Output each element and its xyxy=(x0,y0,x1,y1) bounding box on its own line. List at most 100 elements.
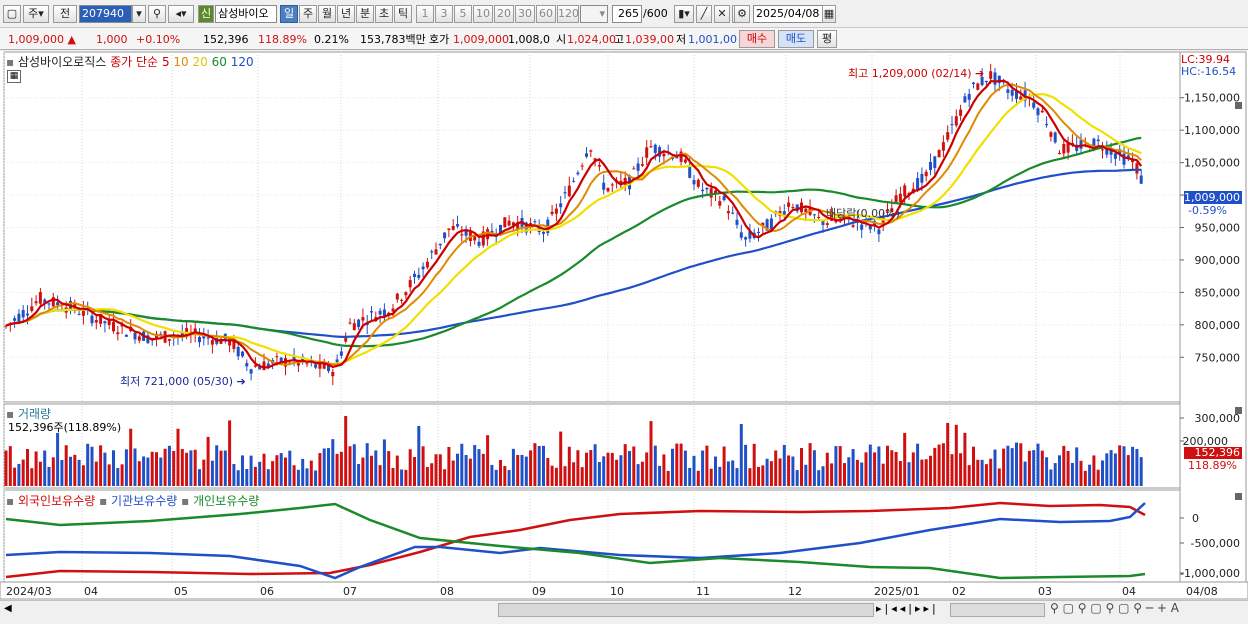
line-tool-icon[interactable]: ╱ xyxy=(696,5,712,23)
low-note-text: 최저 721,000 (05/30) xyxy=(120,375,234,388)
candle-body xyxy=(731,212,735,214)
candle-body xyxy=(21,310,25,318)
chart-type-icon[interactable]: ▮▾ xyxy=(674,5,694,23)
candle-body xyxy=(1023,90,1027,101)
interval-60[interactable]: 60 xyxy=(536,5,556,23)
period-tick[interactable]: 틱 xyxy=(394,5,412,23)
volume-bar xyxy=(180,448,184,486)
eval-button[interactable]: 평 xyxy=(817,30,837,48)
interval-3[interactable]: 3 xyxy=(435,5,453,23)
candle-body xyxy=(903,185,907,197)
volume-bar xyxy=(924,459,928,486)
volume-bar xyxy=(434,454,438,486)
volume-bar xyxy=(696,470,700,486)
candle-body xyxy=(361,317,365,321)
volume-bar xyxy=(477,449,481,486)
candle-body xyxy=(202,334,206,339)
candle-body xyxy=(249,369,253,374)
period-month[interactable]: 월 xyxy=(318,5,336,23)
volume-bar xyxy=(77,459,81,486)
volume-bar xyxy=(1053,463,1057,486)
candle-body xyxy=(817,216,821,218)
gear-icon[interactable]: ⚙ xyxy=(734,5,750,23)
volume-bar xyxy=(821,466,825,486)
search-icon[interactable]: ⚲ xyxy=(148,5,166,23)
scroll-left-icon[interactable]: ◀ xyxy=(4,603,12,614)
candle-body xyxy=(318,360,322,369)
zoom-slider[interactable] xyxy=(950,603,1045,617)
candle-body xyxy=(542,231,545,234)
low-note: 최저 721,000 (05/30) ➔ xyxy=(120,373,246,389)
tool-icons[interactable]: ⚲ ▢ ⚲ ▢ ⚲ ▢ ⚲ ─ + A xyxy=(1050,601,1179,615)
candle-body xyxy=(1010,90,1014,96)
candle-body xyxy=(997,75,1001,84)
interval-10[interactable]: 10 xyxy=(473,5,493,23)
x-tick-label: 06 xyxy=(260,585,274,598)
stock-name-field[interactable]: 삼성바이오 xyxy=(215,5,277,23)
candle-body xyxy=(593,158,597,162)
volume-bar xyxy=(176,428,180,486)
volume-bar xyxy=(223,450,227,486)
quote-high: 1,039,00 xyxy=(625,33,674,46)
candle-body xyxy=(94,320,98,323)
candle-body xyxy=(327,363,330,372)
chart-canvas[interactable]: 1,150,0001,100,0001,050,0001,000,000950,… xyxy=(0,51,1248,621)
code-input[interactable]: 207940 xyxy=(79,5,132,23)
candle-body xyxy=(180,332,184,336)
volume-bar xyxy=(421,446,425,486)
sound-icon[interactable]: ◂▾ xyxy=(168,5,194,23)
period-day[interactable]: 일 xyxy=(280,5,298,23)
period-second[interactable]: 초 xyxy=(375,5,393,23)
interval-20[interactable]: 20 xyxy=(494,5,514,23)
period-minute[interactable]: 분 xyxy=(356,5,374,23)
volume-bar xyxy=(748,468,752,486)
interval-5[interactable]: 5 xyxy=(454,5,472,23)
toolbar: ▢ 주▾ 전 207940 ▾ ⚲ ◂▾ 신 삼성바이오 일 주 월 년 분 초… xyxy=(0,0,1248,28)
volume-bar xyxy=(370,455,373,486)
scrollbar-thumb[interactable] xyxy=(498,603,874,617)
x-tick-label: 2024/03 xyxy=(6,585,52,598)
sell-button[interactable]: 매도 xyxy=(778,30,814,48)
volume-bar xyxy=(352,444,356,486)
count-input[interactable]: 265 xyxy=(612,5,642,23)
volume-bar xyxy=(1088,464,1092,486)
jeon-button[interactable]: 전 xyxy=(53,5,77,23)
interval-30[interactable]: 30 xyxy=(515,5,535,23)
market-select[interactable]: 주▾ xyxy=(23,5,49,23)
quote-ask: 1,009,000 xyxy=(453,33,509,46)
x-tick-label: 03 xyxy=(1038,585,1052,598)
volume-bar xyxy=(769,461,773,486)
period-week[interactable]: 주 xyxy=(299,5,317,23)
volume-bar xyxy=(266,469,270,486)
volume-bar xyxy=(38,461,42,486)
volume-bar xyxy=(606,452,610,486)
buy-button[interactable]: 매수 xyxy=(739,30,775,48)
price-value: 1,009,000 xyxy=(8,33,64,46)
window-icon[interactable]: ▢ xyxy=(3,5,21,23)
date-input[interactable]: 2025/04/08 xyxy=(753,5,823,23)
volume-bar xyxy=(378,465,382,486)
volume-bar xyxy=(714,456,717,486)
period-year[interactable]: 년 xyxy=(337,5,355,23)
volume-bar xyxy=(1032,450,1036,486)
volume-bar xyxy=(933,447,937,486)
volume-bar xyxy=(73,454,77,486)
candle-body xyxy=(868,225,872,230)
interval-120[interactable]: 120 xyxy=(557,5,579,23)
candle-body xyxy=(348,322,352,324)
cross-icon[interactable]: ✕ xyxy=(714,5,730,23)
volume-bar xyxy=(653,445,657,486)
chevron-down-icon[interactable]: ▾ xyxy=(132,5,146,23)
volume-bar xyxy=(757,466,760,486)
candle-body xyxy=(920,174,924,183)
candle-body xyxy=(339,351,343,356)
grid-icon[interactable]: ▦ xyxy=(7,70,21,83)
volume-bar xyxy=(1109,450,1113,486)
volume-bar xyxy=(305,468,309,486)
candle-body xyxy=(959,109,963,116)
interval-custom[interactable]: ▾ xyxy=(580,5,608,23)
nav-controls[interactable]: ▸|◂◂|▸▸| xyxy=(876,602,939,615)
calendar-icon[interactable]: ▦ xyxy=(822,5,836,23)
interval-1[interactable]: 1 xyxy=(416,5,434,23)
price-tick-label: 1,100,000 xyxy=(1184,124,1240,137)
